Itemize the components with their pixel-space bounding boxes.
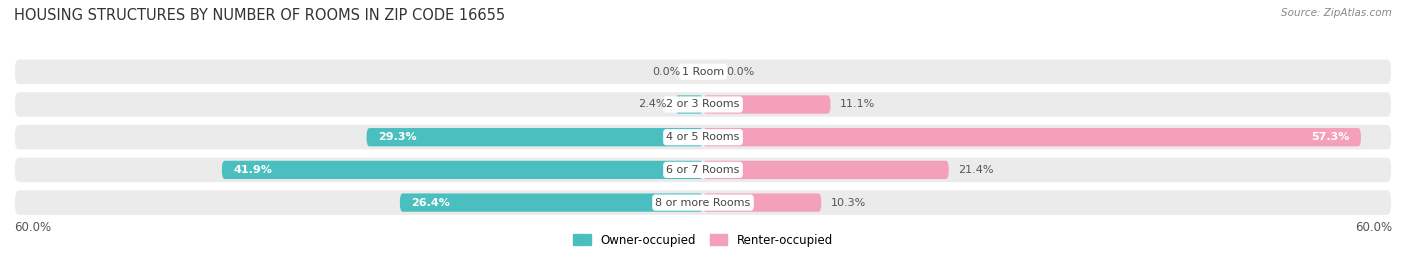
Text: 57.3%: 57.3%: [1310, 132, 1350, 142]
Text: Source: ZipAtlas.com: Source: ZipAtlas.com: [1281, 8, 1392, 18]
Text: 29.3%: 29.3%: [378, 132, 416, 142]
FancyBboxPatch shape: [703, 95, 831, 114]
Text: 1 Room: 1 Room: [682, 67, 724, 77]
Text: 2 or 3 Rooms: 2 or 3 Rooms: [666, 100, 740, 109]
FancyBboxPatch shape: [399, 193, 703, 212]
Text: 60.0%: 60.0%: [1355, 221, 1392, 233]
FancyBboxPatch shape: [14, 157, 1392, 183]
FancyBboxPatch shape: [703, 128, 1361, 146]
Text: 8 or more Rooms: 8 or more Rooms: [655, 198, 751, 208]
Text: 21.4%: 21.4%: [957, 165, 994, 175]
FancyBboxPatch shape: [14, 124, 1392, 150]
FancyBboxPatch shape: [14, 91, 1392, 118]
Text: 0.0%: 0.0%: [725, 67, 754, 77]
FancyBboxPatch shape: [222, 161, 703, 179]
Text: 6 or 7 Rooms: 6 or 7 Rooms: [666, 165, 740, 175]
FancyBboxPatch shape: [703, 161, 949, 179]
Text: 0.0%: 0.0%: [652, 67, 681, 77]
Text: 10.3%: 10.3%: [831, 198, 866, 208]
FancyBboxPatch shape: [14, 59, 1392, 85]
FancyBboxPatch shape: [675, 95, 703, 114]
FancyBboxPatch shape: [14, 190, 1392, 216]
Text: 11.1%: 11.1%: [839, 100, 875, 109]
Text: 41.9%: 41.9%: [233, 165, 273, 175]
Text: 4 or 5 Rooms: 4 or 5 Rooms: [666, 132, 740, 142]
Text: HOUSING STRUCTURES BY NUMBER OF ROOMS IN ZIP CODE 16655: HOUSING STRUCTURES BY NUMBER OF ROOMS IN…: [14, 8, 505, 23]
FancyBboxPatch shape: [703, 193, 821, 212]
Text: 60.0%: 60.0%: [14, 221, 51, 233]
FancyBboxPatch shape: [367, 128, 703, 146]
Legend: Owner-occupied, Renter-occupied: Owner-occupied, Renter-occupied: [568, 229, 838, 251]
Text: 2.4%: 2.4%: [638, 100, 666, 109]
Text: 26.4%: 26.4%: [412, 198, 450, 208]
